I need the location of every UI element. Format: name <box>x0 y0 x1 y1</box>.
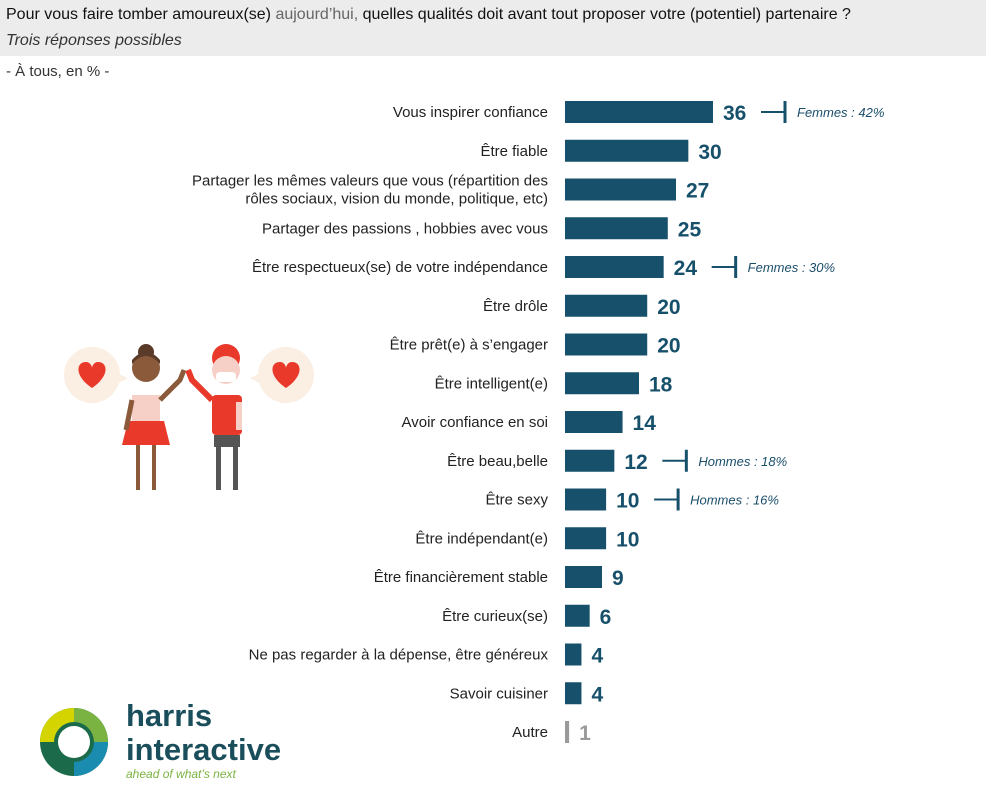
category-label: Être indépendant(e) <box>415 530 548 547</box>
bar <box>565 294 648 317</box>
harris-logo-icon <box>40 708 108 776</box>
category-label: Être fiable <box>480 143 548 160</box>
bar <box>565 488 607 511</box>
value-label: 30 <box>698 141 721 164</box>
value-label: 14 <box>633 412 657 435</box>
annotation-label: Hommes : 18% <box>698 454 787 469</box>
bar <box>565 139 689 162</box>
value-label: 1 <box>579 722 591 745</box>
question-subtitle: Trois réponses possibles <box>6 32 182 49</box>
value-label: 12 <box>624 451 647 474</box>
category-label: Être drôle <box>483 298 548 315</box>
bar <box>565 256 664 278</box>
bar <box>565 682 582 705</box>
question-title: Pour vous faire tomber amoureux(se) aujo… <box>6 6 851 24</box>
bar <box>565 333 648 356</box>
value-label: 36 <box>723 102 746 125</box>
value-label: 24 <box>674 257 698 280</box>
bar <box>565 372 639 395</box>
base-note: - À tous, en % - <box>6 63 110 80</box>
logo-word-interactive: interactive <box>126 732 282 767</box>
question-grey: aujourd’hui, <box>275 6 359 23</box>
question-rest: quelles qualités doit avant tout propose… <box>362 6 851 23</box>
annotation-label: Hommes : 16% <box>690 493 779 508</box>
bar <box>565 411 623 433</box>
category-label: Partager les mêmes valeurs que vous (rép… <box>192 173 548 208</box>
value-label: 18 <box>649 373 673 396</box>
bar <box>565 566 602 588</box>
annotation-label: Femmes : 30% <box>748 260 835 275</box>
bar <box>565 217 668 240</box>
value-label: 27 <box>686 180 709 203</box>
category-label: Être respectueux(se) de votre indépendan… <box>252 259 548 276</box>
bar <box>565 527 607 550</box>
bar <box>565 101 713 123</box>
value-label: 10 <box>616 528 639 551</box>
category-label: Être intelligent(e) <box>435 375 548 392</box>
category-label: Être curieux(se) <box>442 608 548 625</box>
logo-tagline: ahead of what’s next <box>126 767 236 781</box>
value-label: 20 <box>657 335 680 358</box>
value-label: 10 <box>616 490 639 513</box>
value-label: 4 <box>591 683 603 706</box>
category-label: Ne pas regarder à la dépense, être génér… <box>249 647 549 664</box>
bar <box>565 178 676 201</box>
category-label: Être sexy <box>485 492 548 509</box>
category-label: Partager des passions , hobbies avec vou… <box>262 220 548 237</box>
value-label: 6 <box>600 606 612 629</box>
category-label: Vous inspirer confiance <box>393 104 548 121</box>
question-main: Pour vous faire tomber amoureux(se) <box>6 6 271 23</box>
category-label: Avoir confiance en soi <box>402 414 548 431</box>
couple-illustration-icon <box>64 344 314 490</box>
value-label: 4 <box>591 645 603 668</box>
bar <box>565 449 615 472</box>
value-label: 9 <box>612 567 624 590</box>
category-label: Savoir cuisiner <box>450 685 548 702</box>
bar <box>565 643 582 666</box>
question-header: Pour vous faire tomber amoureux(se) aujo… <box>0 0 986 56</box>
bar <box>565 604 590 627</box>
annotation-label: Femmes : 42% <box>797 105 884 120</box>
value-label: 20 <box>657 296 680 319</box>
bar <box>565 721 570 743</box>
category-label: Être financièrement stable <box>374 569 548 586</box>
category-label: Être beau,belle <box>447 453 548 470</box>
category-label: Autre <box>512 724 548 741</box>
value-label: 25 <box>678 218 702 241</box>
logo-word-harris: harris <box>126 698 213 733</box>
category-label: Être prêt(e) à s’engager <box>390 337 548 354</box>
